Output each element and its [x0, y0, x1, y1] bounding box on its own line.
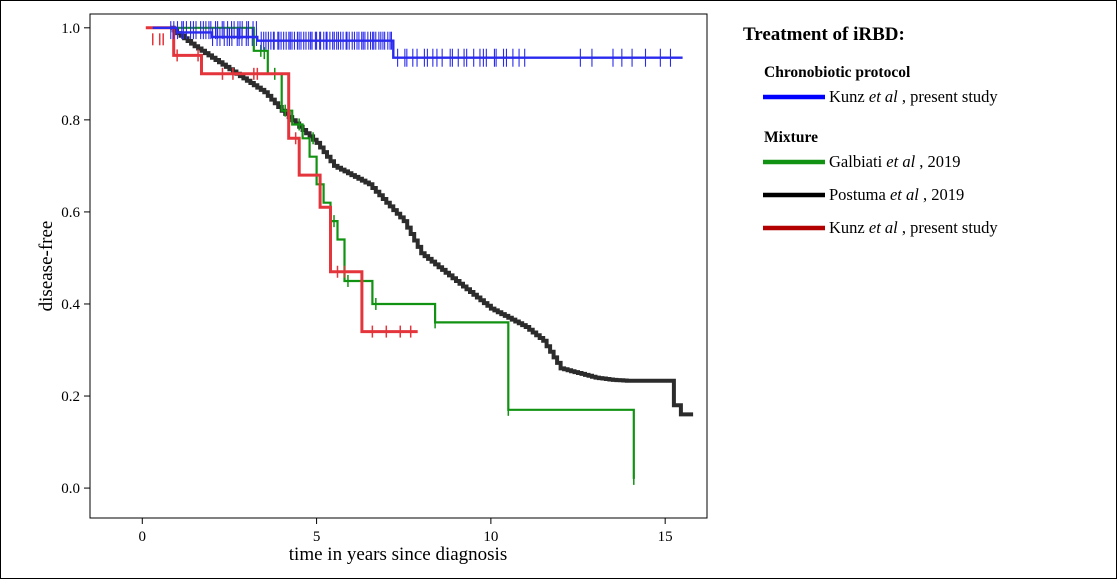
- y-tick-label: 1.0: [61, 21, 80, 37]
- series-line: [159, 26, 635, 479]
- series-line: [145, 26, 418, 334]
- x-axis-label: time in years since diagnosis: [289, 544, 507, 565]
- legend-entry-label: Postuma et al , 2019: [829, 185, 964, 204]
- y-tick-label: 0.2: [61, 389, 80, 405]
- legend-entry-label: Kunz et al , present study: [829, 218, 998, 237]
- y-axis-label: disease-free: [36, 221, 57, 312]
- series-2: [145, 26, 418, 338]
- y-tick-label: 0.4: [61, 297, 80, 313]
- x-tick-label: 10: [483, 529, 498, 545]
- axis-layer: 0 5 10 15 0.0 0.2 0.4 0.6 0.8 1.0: [61, 21, 672, 545]
- legend: Treatment of iRBD: Chronobiotic protocol K…: [743, 24, 998, 237]
- series-layer: [145, 21, 694, 485]
- legend-title: Treatment of iRBD:: [743, 24, 905, 45]
- x-tick-label: 0: [139, 529, 147, 545]
- series-line: [170, 25, 694, 417]
- legend-entry-label: Kunz et al , present study: [829, 87, 998, 106]
- legend-group-label: Chronobiotic protocol: [764, 64, 911, 81]
- y-tick-label: 0.6: [61, 205, 80, 221]
- series-3: [152, 21, 683, 67]
- legend-group-label: Mixture: [764, 129, 818, 146]
- x-tick-label: 15: [658, 529, 673, 545]
- series-0: [170, 25, 694, 417]
- x-tick-label: 5: [313, 529, 321, 545]
- plot-area-border: [89, 13, 708, 519]
- y-tick-label: 0.0: [61, 481, 80, 497]
- y-tick-label: 0.8: [61, 113, 80, 129]
- legend-entry-label: Galbiati et al , 2019: [829, 152, 961, 171]
- series-1: [159, 26, 635, 485]
